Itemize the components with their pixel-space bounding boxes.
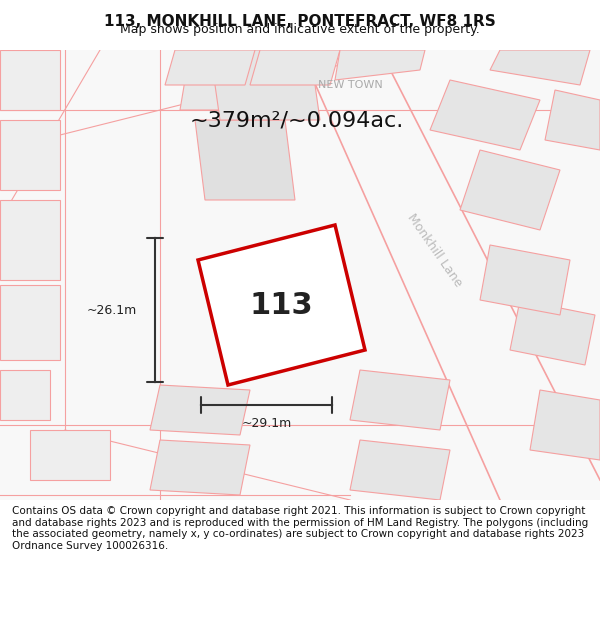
Polygon shape [335,50,425,80]
Text: ~379m²/~0.094ac.: ~379m²/~0.094ac. [190,110,404,130]
Polygon shape [510,300,595,365]
Polygon shape [350,370,450,430]
Text: NEW TOWN: NEW TOWN [317,80,382,90]
Polygon shape [530,390,600,460]
Text: 113, MONKHILL LANE, PONTEFRACT, WF8 1RS: 113, MONKHILL LANE, PONTEFRACT, WF8 1RS [104,14,496,29]
Polygon shape [198,225,365,385]
Polygon shape [350,440,450,500]
Polygon shape [165,50,255,85]
Polygon shape [480,245,570,315]
Polygon shape [0,285,60,360]
Text: 113: 113 [250,291,313,319]
Polygon shape [150,385,250,435]
Polygon shape [0,370,50,420]
Text: ~26.1m: ~26.1m [87,304,137,316]
Polygon shape [460,150,560,230]
Polygon shape [30,430,110,480]
Polygon shape [250,50,340,85]
Polygon shape [545,90,600,150]
Polygon shape [0,120,60,190]
Polygon shape [490,50,590,85]
Polygon shape [0,50,60,110]
Polygon shape [210,50,320,120]
Polygon shape [150,440,250,495]
Polygon shape [430,80,540,150]
Text: Monkhill Lane: Monkhill Lane [405,211,465,289]
Text: Map shows position and indicative extent of the property.: Map shows position and indicative extent… [120,23,480,36]
Polygon shape [180,50,280,110]
Text: Contains OS data © Crown copyright and database right 2021. This information is : Contains OS data © Crown copyright and d… [12,506,588,551]
Polygon shape [195,120,295,200]
Text: ~29.1m: ~29.1m [241,417,292,430]
Polygon shape [0,200,60,280]
